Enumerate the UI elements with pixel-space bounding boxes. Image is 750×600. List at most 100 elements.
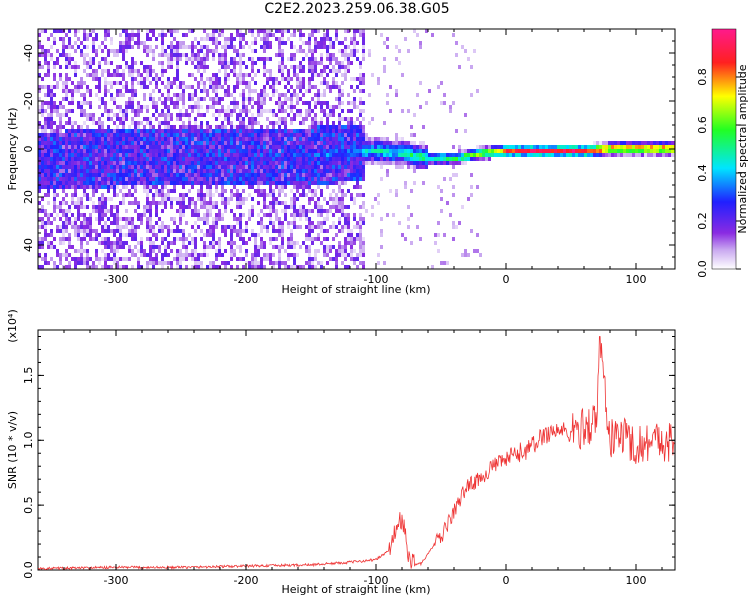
spectrogram-cell <box>239 249 242 253</box>
spectrogram-cell <box>56 165 59 169</box>
spectrogram-cell <box>194 165 197 169</box>
spectrogram-cell <box>602 153 605 157</box>
spectrogram-cell <box>215 37 218 41</box>
spectrogram-cell <box>614 153 617 157</box>
spectrogram-cell <box>308 229 311 233</box>
spectrogram-cell <box>53 173 56 177</box>
spectrogram-cell <box>233 213 236 217</box>
spectrogram-cell <box>239 73 242 77</box>
spectrogram-cell <box>326 165 329 169</box>
spectrogram-cell <box>146 265 149 269</box>
spectrogram-cell <box>161 265 164 269</box>
spectrogram-cell <box>314 73 317 77</box>
spectrogram-cell <box>239 137 242 141</box>
spectrogram-cell <box>635 141 638 145</box>
spectrogram-cell <box>143 145 146 149</box>
spectrogram-cell <box>338 177 341 181</box>
spectrogram-cell <box>110 249 113 253</box>
spectrogram-cell <box>215 205 218 209</box>
spectrogram-cell <box>194 161 197 165</box>
spectrogram-cell <box>68 237 71 241</box>
spectrogram-cell <box>104 165 107 169</box>
spectrogram-cell <box>152 173 155 177</box>
spectrogram-cell <box>242 45 245 49</box>
spectrogram-cells <box>38 29 675 269</box>
spectrogram-cell <box>263 189 266 193</box>
spectrogram-cell <box>59 121 62 125</box>
spectrogram-cell <box>557 149 560 153</box>
spectrogram-cell <box>80 129 83 133</box>
spectrogram-cell <box>335 145 338 149</box>
spectrogram-cell <box>275 169 278 173</box>
spectrogram-cell <box>347 29 350 33</box>
spectrogram-cell <box>101 97 104 101</box>
spectrogram-cell <box>245 157 248 161</box>
spectrogram-cell <box>80 137 83 141</box>
spectrogram-cell <box>92 49 95 53</box>
spectrogram-cell <box>164 97 167 101</box>
spectrogram-cell <box>320 261 323 265</box>
spectrogram-cell <box>182 153 185 157</box>
spectrogram-cell <box>320 193 323 197</box>
spectrogram-cell <box>359 249 362 253</box>
spectrogram-cell <box>293 193 296 197</box>
spectrogram-cell <box>449 213 452 217</box>
spectrogram-cell <box>50 85 53 89</box>
spectrogram-cell <box>230 41 233 45</box>
spectrogram-cell <box>293 185 296 189</box>
spectrogram-cell <box>44 101 47 105</box>
spectrogram-cell <box>197 213 200 217</box>
spectrogram-cell <box>254 73 257 77</box>
spectrogram-cell <box>65 145 68 149</box>
spectrogram-cell <box>254 245 257 249</box>
spectrogram-cell <box>221 213 224 217</box>
spectrogram-cell <box>191 129 194 133</box>
spectrogram-cell <box>173 81 176 85</box>
spectrogram-cell <box>347 57 350 61</box>
spectrogram-cell <box>467 253 470 257</box>
spectrogram-cell <box>338 181 341 185</box>
spectrogram-cell <box>47 165 50 169</box>
spectrogram-cell <box>80 181 83 185</box>
spectrogram-cell <box>254 189 257 193</box>
spectrogram-cell <box>176 209 179 213</box>
spectrogram-cell <box>41 157 44 161</box>
spectrogram-cell <box>350 85 353 89</box>
spectrogram-cell <box>227 181 230 185</box>
spectrogram-cell <box>86 101 89 105</box>
spectrogram-cell <box>623 145 626 149</box>
spectrogram-cell <box>215 141 218 145</box>
spectrogram-cell <box>131 221 134 225</box>
spectrogram-cell <box>608 149 611 153</box>
spectrogram-cell <box>290 173 293 177</box>
spectrogram-cell <box>65 161 68 165</box>
spectrogram-cell <box>299 177 302 181</box>
spectrogram-cell <box>50 125 53 129</box>
spectrogram-cell <box>188 45 191 49</box>
spectrogram-cell <box>182 41 185 45</box>
spectrogram-cell <box>425 101 428 105</box>
spectrogram-cell <box>185 249 188 253</box>
spectrogram-cell <box>122 197 125 201</box>
spectrogram-cell <box>155 185 158 189</box>
spectrogram-cell <box>65 97 68 101</box>
spectrogram-cell <box>350 133 353 137</box>
spectrogram-cell <box>98 197 101 201</box>
spectrogram-cell <box>377 145 380 149</box>
spectrogram-cell <box>248 121 251 125</box>
spectrogram-cell <box>137 157 140 161</box>
spectrogram-cell <box>257 145 260 149</box>
spectrogram-cell <box>302 157 305 161</box>
spectrogram-cell <box>113 253 116 257</box>
spectrogram-cell <box>287 141 290 145</box>
spectrogram-cell <box>62 221 65 225</box>
spectrogram-cell <box>329 57 332 61</box>
spectrogram-cell <box>239 141 242 145</box>
spectrogram-cell <box>77 45 80 49</box>
spectrogram-cell <box>260 265 263 269</box>
spectrogram-cell <box>320 241 323 245</box>
spectrogram-cell <box>122 241 125 245</box>
spectrogram-cell <box>293 173 296 177</box>
spectrogram-cell <box>284 213 287 217</box>
spectrogram-cell <box>296 145 299 149</box>
